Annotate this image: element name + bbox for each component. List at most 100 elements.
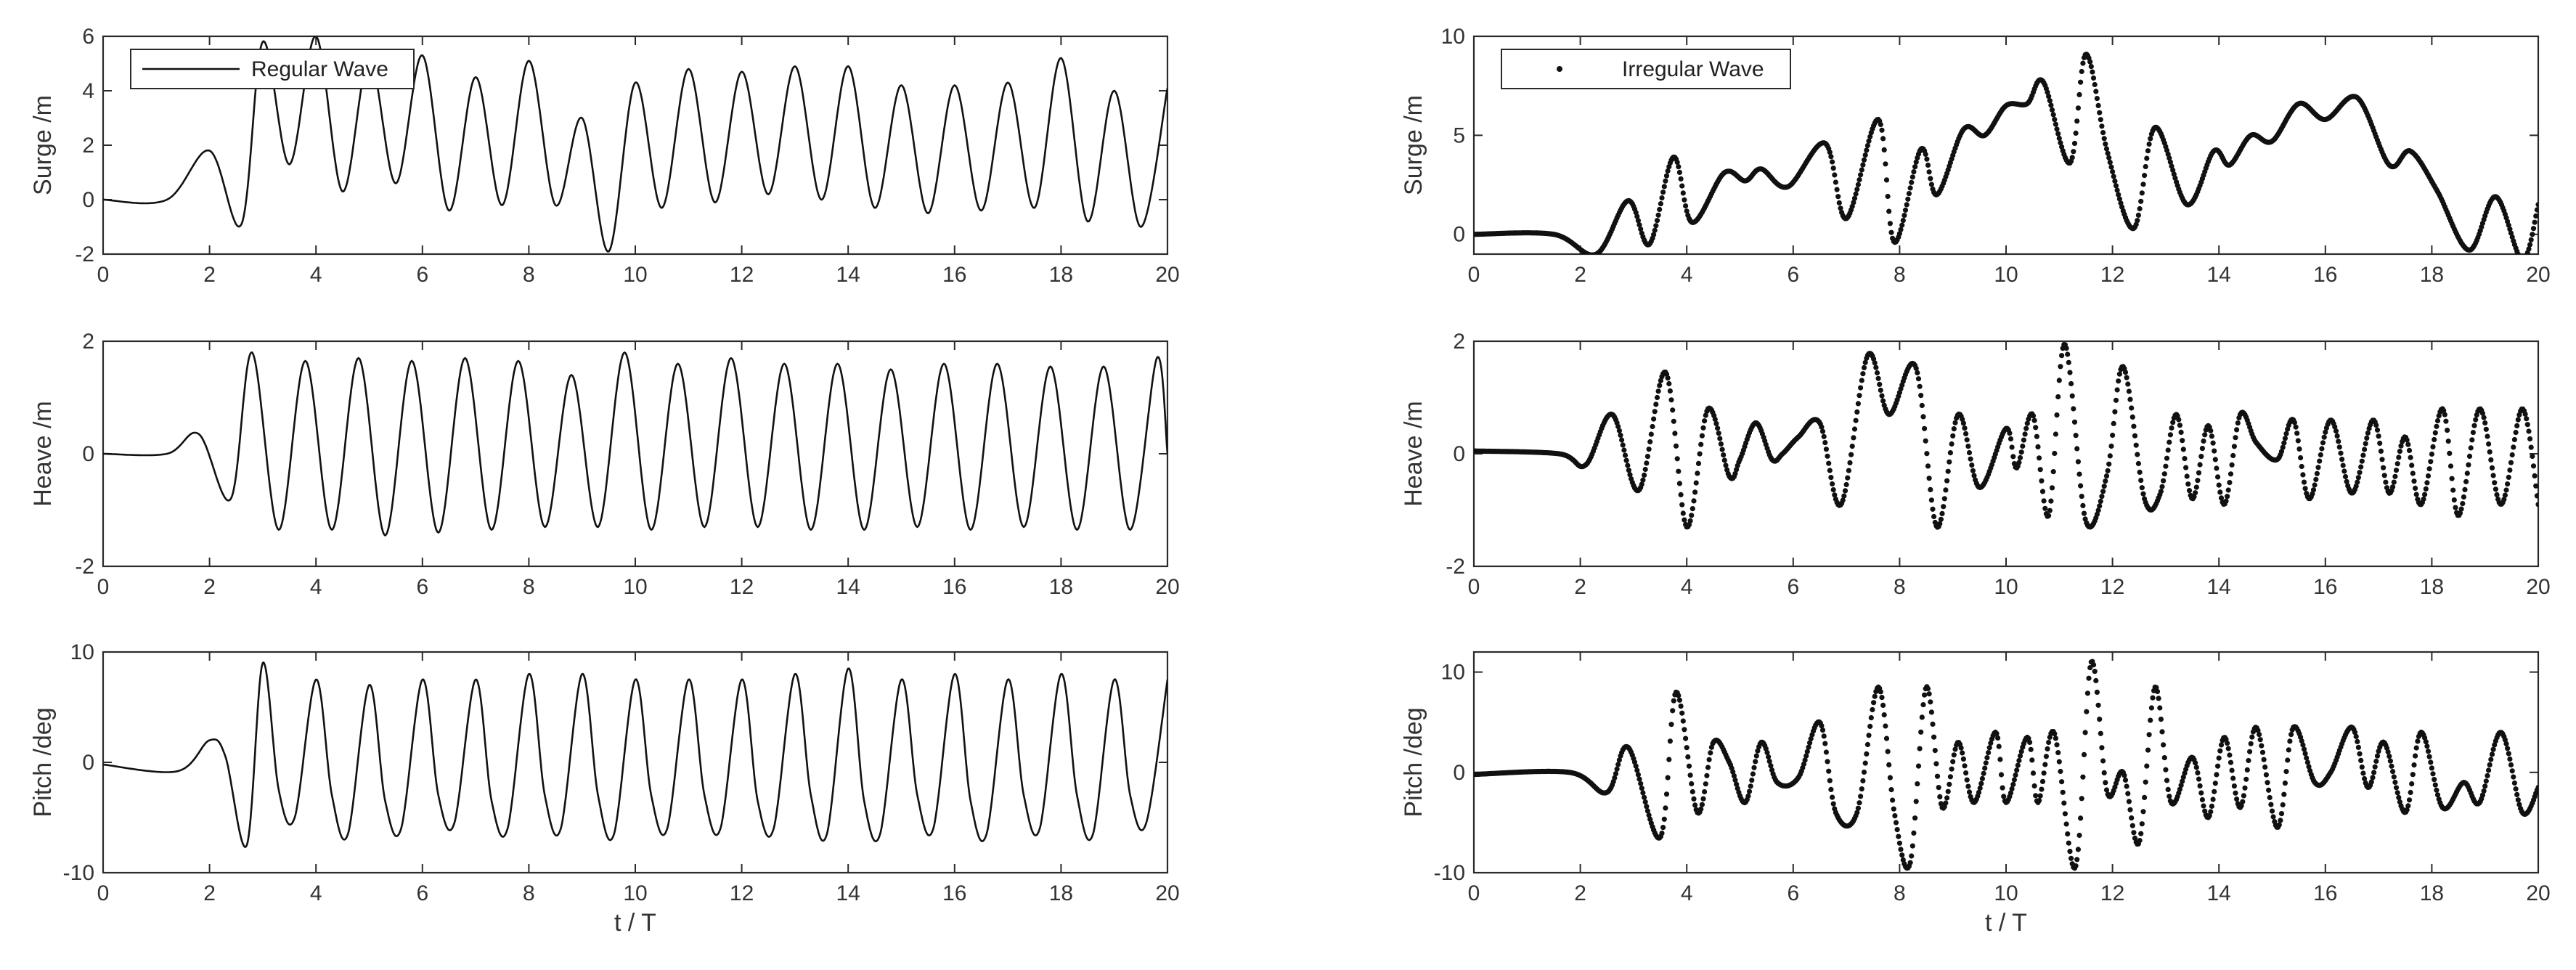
data-point (2353, 484, 2359, 489)
data-point (2516, 802, 2522, 807)
data-point (2037, 793, 2043, 799)
data-point (1862, 359, 1868, 365)
data-point (2442, 412, 2447, 417)
data-point (2055, 394, 2061, 400)
data-point (2094, 689, 2100, 696)
data-point (2463, 478, 2469, 485)
data-point (2501, 497, 2507, 502)
data-point (2462, 486, 2468, 493)
data-point (1907, 860, 1913, 865)
data-point (1647, 439, 1653, 445)
data-point (1981, 770, 1986, 776)
series-line (103, 661, 1167, 849)
data-point (2145, 148, 2151, 154)
data-point (2161, 755, 2167, 761)
data-point (2043, 754, 2049, 759)
data-point (2533, 483, 2538, 489)
irregular-surge-panel: 0 2 4 6 8 10 12 14 16 18 20 0 5 10 Surge /m Irregular W… (1400, 25, 2551, 287)
data-point (2068, 855, 2074, 861)
data-point (2227, 752, 2233, 758)
data-point (1868, 715, 1874, 721)
data-point (1616, 757, 1622, 763)
data-point (1634, 767, 1640, 773)
data-point (1671, 418, 1676, 424)
data-point (2016, 757, 2022, 764)
data-point (1920, 702, 1926, 708)
data-point (2212, 781, 2218, 786)
data-point (2121, 773, 2127, 778)
data-point (1888, 229, 1894, 235)
data-point (2359, 458, 2365, 464)
data-point (1887, 775, 1893, 781)
data-point (2246, 757, 2251, 764)
data-point (2247, 749, 2253, 754)
data-point (1638, 227, 1644, 232)
data-point (2137, 205, 2143, 212)
data-point (2263, 772, 2269, 778)
data-point (2483, 426, 2489, 432)
data-point (2470, 430, 2476, 436)
data-point (1821, 433, 1827, 439)
data-point (2088, 64, 2094, 70)
y-tick-label: 0 (82, 442, 94, 466)
data-point (2522, 257, 2527, 262)
data-point (1668, 397, 1674, 403)
data-point (1860, 778, 1866, 783)
data-point (1920, 414, 1926, 420)
data-point (1612, 775, 1618, 781)
data-point (1873, 364, 1879, 370)
data-point (2394, 461, 2400, 467)
data-point (2492, 742, 2498, 748)
data-point (1684, 745, 1690, 751)
data-point (2524, 416, 2530, 422)
data-point (1899, 222, 1905, 228)
data-point (1686, 763, 1692, 769)
data-point (1928, 486, 1933, 493)
x-tick-label: 8 (523, 881, 535, 905)
x-tick-label: 18 (2420, 263, 2444, 287)
data-point (2458, 506, 2464, 512)
data-point (1678, 704, 1684, 709)
data-point (2227, 471, 2234, 477)
x-tick-label: 4 (1681, 575, 1693, 599)
data-point (1996, 743, 2002, 749)
data-point (2225, 487, 2231, 493)
data-point (2018, 449, 2024, 455)
data-point (1919, 402, 1925, 409)
data-point (2201, 438, 2206, 444)
data-point (2198, 454, 2204, 460)
data-point (1998, 772, 2005, 778)
data-point (2421, 496, 2426, 502)
data-point (1931, 513, 1937, 520)
data-point (2267, 794, 2273, 801)
data-point (2099, 123, 2105, 129)
data-point (1917, 746, 1923, 751)
data-point (1853, 191, 1859, 197)
data-point (1906, 191, 1912, 197)
data-point (1684, 208, 1690, 214)
data-point (1951, 752, 1957, 758)
x-tick-label: 2 (203, 263, 216, 287)
data-point (2198, 790, 2204, 796)
data-point (1966, 789, 1973, 795)
data-point (2301, 479, 2307, 485)
data-point (2009, 786, 2015, 792)
x-tick-label: 2 (203, 575, 216, 599)
data-point (2101, 136, 2107, 142)
data-point (2082, 730, 2088, 735)
data-point (2214, 772, 2220, 778)
data-point (1650, 423, 1655, 430)
data-point (2011, 777, 2017, 783)
data-point (2288, 732, 2294, 738)
data-point (2065, 351, 2071, 357)
data-point (2304, 759, 2310, 765)
data-point (2490, 746, 2496, 752)
data-point (2432, 430, 2438, 436)
data-point (2266, 787, 2272, 793)
data-point (1644, 808, 1650, 814)
data-point (2014, 767, 2020, 773)
data-point (2008, 790, 2014, 796)
data-point (1971, 473, 1977, 478)
y-tick-label: -10 (1434, 861, 1465, 885)
